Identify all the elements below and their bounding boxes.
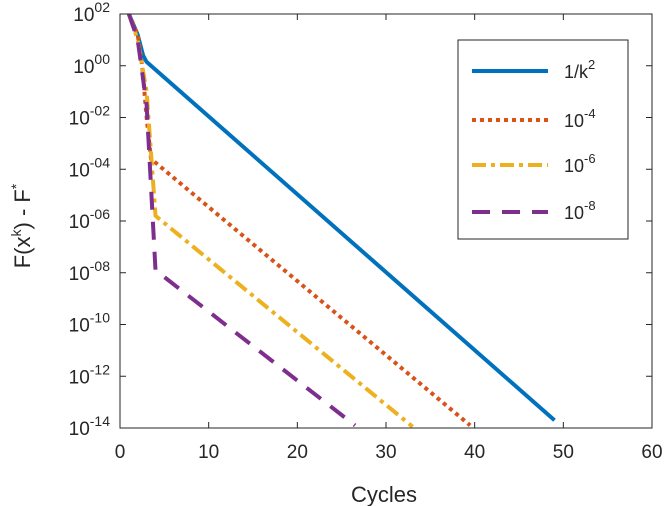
x-tick-label: 20	[287, 442, 308, 463]
legend-label-3: 10-6	[564, 151, 596, 176]
y-tick-label: 1000	[73, 51, 110, 78]
y-tick-label: 10-02	[69, 103, 111, 130]
y-axis-title-sup1: k	[8, 229, 24, 237]
series-line-2	[127, 14, 472, 427]
x-tick-label: 0	[115, 442, 126, 463]
y-tick-label: 10-10	[69, 310, 111, 337]
legend-label-1: 1/k2	[564, 57, 595, 82]
tick-labels: 0 10 20 30 40 50 60 10-14 10-12 10-10 10-08 10-06 10…	[69, 0, 663, 463]
legend: 1/k2 10-4 10-6 10-8	[457, 39, 629, 240]
y-tick-label: 10-12	[69, 361, 111, 388]
y-axis-title-sup2: *	[8, 183, 24, 189]
y-tick-label: 10-14	[69, 413, 111, 440]
x-tick-label: 50	[553, 442, 574, 463]
x-tick-label: 10	[198, 442, 219, 463]
y-axis-title-mid: ) - F	[10, 189, 35, 229]
y-axis-title-base: F(x	[10, 237, 35, 269]
series-group	[127, 14, 556, 428]
x-tick-label: 40	[464, 442, 485, 463]
y-tick-label: 10-08	[69, 258, 111, 285]
x-axis-title: Cycles	[351, 482, 417, 506]
legend-box	[457, 39, 629, 240]
series-line-3	[127, 14, 414, 428]
axes	[119, 13, 653, 429]
y-tick-label: 1002	[73, 0, 110, 26]
x-tick-label: 30	[375, 442, 396, 463]
y-axis-title: F(xk) - F*	[8, 183, 35, 268]
legend-label-4: 10-8	[564, 198, 596, 223]
legend-label-2: 10-4	[564, 106, 596, 131]
series-line-4	[127, 14, 357, 427]
y-tick-label: 10-06	[69, 206, 111, 233]
x-tick-label: 60	[641, 442, 662, 463]
y-tick-label: 10-04	[69, 154, 111, 181]
